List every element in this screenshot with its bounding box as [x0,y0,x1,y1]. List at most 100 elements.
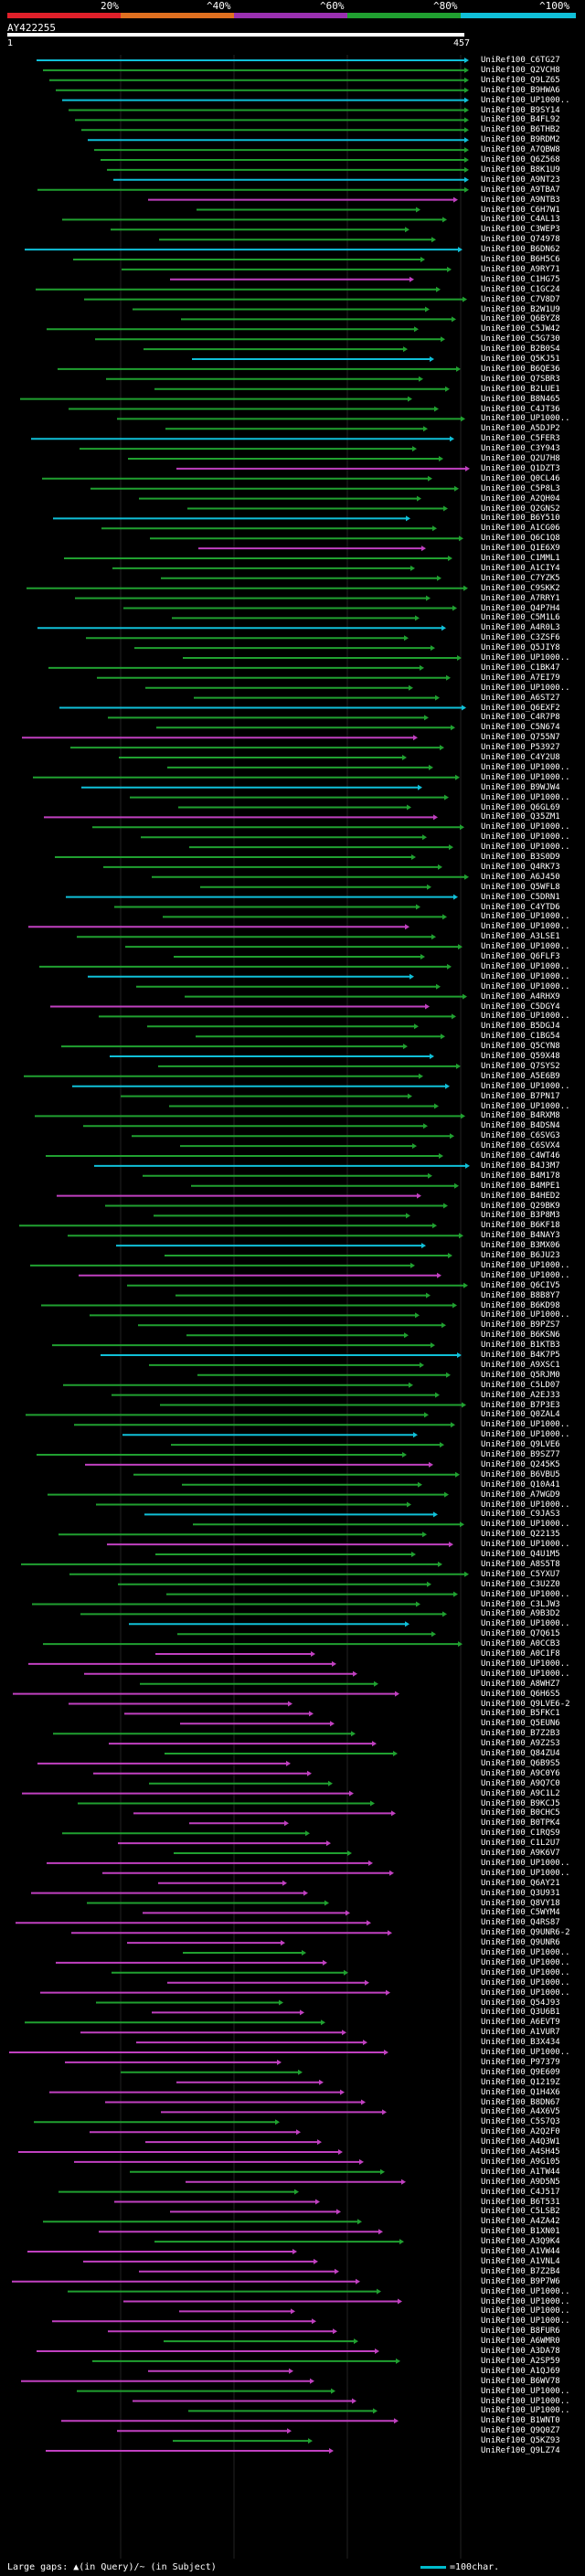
hit-label[interactable]: UniRef100_A6EVT9 [481,2018,560,2028]
hit-label[interactable]: UniRef100_UP1000.. [481,942,570,952]
hit-label[interactable]: UniRef100_B2B0S4 [481,345,560,355]
hit-label[interactable]: UniRef100_B9WJW4 [481,782,560,792]
hit-label[interactable]: UniRef100_Q3U6B1 [481,2008,560,2018]
hit-label[interactable]: UniRef100_B1KTB3 [481,1341,560,1351]
hit-label[interactable]: UniRef100_A8WHZ7 [481,1679,560,1689]
hit-label[interactable]: UniRef100_B6JU23 [481,1251,560,1260]
hit-label[interactable]: UniRef100_A4ZA42 [481,2217,560,2227]
hit-label[interactable]: UniRef100_UP1000.. [481,1948,570,1957]
hit-label[interactable]: UniRef100_C5DRN1 [481,892,560,902]
hit-label[interactable]: UniRef100_B7PN17 [481,1091,560,1101]
hit-label[interactable]: UniRef100_A2SP59 [481,2356,560,2366]
hit-label[interactable]: UniRef100_C5DGY4 [481,1002,560,1012]
hit-label[interactable]: UniRef100_UP1000.. [481,1260,570,1270]
hit-label[interactable]: UniRef100_UP1000.. [481,1619,570,1629]
hit-label[interactable]: UniRef100_Q0CL46 [481,473,560,483]
hit-label[interactable]: UniRef100_C6H7W1 [481,205,560,215]
hit-label[interactable]: UniRef100_Q3U931 [481,1888,560,1898]
hit-label[interactable]: UniRef100_B3S0D9 [481,853,560,862]
hit-label[interactable]: UniRef100_C9JAS3 [481,1510,560,1520]
hit-label[interactable]: UniRef100_C5P8L3 [481,483,560,493]
hit-label[interactable]: UniRef100_B6DN62 [481,245,560,255]
hit-label[interactable]: UniRef100_A4Q3W1 [481,2137,560,2147]
hit-label[interactable]: UniRef100_B6Y510 [481,514,560,524]
hit-label[interactable]: UniRef100_Q22135 [481,1530,560,1540]
hit-label[interactable]: UniRef100_Q5EUN6 [481,1719,560,1729]
hit-label[interactable]: UniRef100_C6SVX4 [481,1141,560,1151]
hit-label[interactable]: UniRef100_UP1000.. [481,1420,570,1430]
hit-label[interactable]: UniRef100_Q755N7 [481,733,560,743]
hit-label[interactable]: UniRef100_C7YZK5 [481,573,560,583]
hit-label[interactable]: UniRef100_UP1000.. [481,2386,570,2396]
hit-label[interactable]: UniRef100_Q29BK9 [481,1201,560,1211]
hit-label[interactable]: UniRef100_Q7SYS2 [481,1061,560,1071]
hit-label[interactable]: UniRef100_C6SVG3 [481,1131,560,1141]
hit-label[interactable]: UniRef100_UP1000.. [481,1858,570,1868]
hit-label[interactable]: UniRef100_A6J450 [481,872,560,882]
hit-label[interactable]: UniRef100_B6KSN6 [481,1330,560,1341]
hit-label[interactable]: UniRef100_A9Q7C0 [481,1778,560,1788]
hit-label[interactable]: UniRef100_UP1000.. [481,1977,570,1988]
hit-label[interactable]: UniRef100_A9RY71 [481,264,560,274]
hit-label[interactable]: UniRef100_C4YTD6 [481,902,560,912]
hit-label[interactable]: UniRef100_Q6AY21 [481,1878,560,1888]
hit-label[interactable]: UniRef100_A3Q9K4 [481,2237,560,2247]
hit-label[interactable]: UniRef100_C1GC24 [481,284,560,294]
hit-label[interactable]: UniRef100_UP1000.. [481,2286,570,2296]
hit-label[interactable]: UniRef100_Q4RK73 [481,862,560,872]
hit-label[interactable]: UniRef100_B9HWA6 [481,85,560,95]
hit-label[interactable]: UniRef100_B1XN01 [481,2227,560,2237]
hit-label[interactable]: UniRef100_Q6FLF3 [481,952,560,961]
hit-label[interactable]: UniRef100_C1BG54 [481,1032,560,1042]
hit-label[interactable]: UniRef100_Q0ZAL4 [481,1410,560,1420]
hit-label[interactable]: UniRef100_B8FUR6 [481,2327,560,2337]
hit-label[interactable]: UniRef100_Q9LVE6-2 [481,1699,570,1709]
hit-label[interactable]: UniRef100_UP1000.. [481,961,570,971]
hit-label[interactable]: UniRef100_A9XSC1 [481,1360,560,1370]
hit-label[interactable]: UniRef100_C7V8D7 [481,294,560,304]
hit-label[interactable]: UniRef100_B9RDM2 [481,135,560,145]
hit-label[interactable]: UniRef100_A9NT23 [481,175,560,185]
hit-label[interactable]: UniRef100_Q2U7H8 [481,454,560,463]
hit-label[interactable]: UniRef100_Q5CYN8 [481,1042,560,1052]
hit-label[interactable]: UniRef100_Q6C1Q8 [481,534,560,544]
hit-label[interactable]: UniRef100_UP1000.. [481,2316,570,2327]
hit-label[interactable]: UniRef100_Q9LZ65 [481,75,560,85]
hit-label[interactable]: UniRef100_Q6Z568 [481,155,560,164]
hit-label[interactable]: UniRef100_A2QH04 [481,493,560,504]
hit-label[interactable]: UniRef100_Q10A41 [481,1479,560,1489]
hit-label[interactable]: UniRef100_B7Z2B3 [481,1729,560,1739]
hit-label[interactable]: UniRef100_Q8VY18 [481,1898,560,1908]
hit-label[interactable]: UniRef100_Q9E609 [481,2067,560,2077]
hit-label[interactable]: UniRef100_UP1000.. [481,2306,570,2316]
hit-label[interactable]: UniRef100_UP1000.. [481,971,570,981]
hit-label[interactable]: UniRef100_C3U2Z0 [481,1579,560,1589]
hit-label[interactable]: UniRef100_Q6B9S5 [481,1758,560,1768]
hit-label[interactable]: UniRef100_B9SZ77 [481,1450,560,1459]
hit-label[interactable]: UniRef100_C5YXU7 [481,1569,560,1579]
hit-label[interactable]: UniRef100_B4MPE1 [481,1181,560,1191]
hit-label[interactable]: UniRef100_UP1000.. [481,1988,570,1998]
hit-label[interactable]: UniRef100_UP1000.. [481,772,570,782]
hit-label[interactable]: UniRef100_B4M178 [481,1171,560,1181]
hit-label[interactable]: UniRef100_B8DN67 [481,2097,560,2107]
hit-label[interactable]: UniRef100_Q4P7H4 [481,603,560,613]
hit-label[interactable]: UniRef100_Q1H4X6 [481,2087,560,2097]
hit-label[interactable]: UniRef100_B6QE36 [481,364,560,374]
hit-label[interactable]: UniRef100_C5G730 [481,334,560,345]
hit-label[interactable]: UniRef100_A1TW44 [481,2167,560,2177]
hit-label[interactable]: UniRef100_A4X6V5 [481,2107,560,2117]
hit-label[interactable]: UniRef100_Q1E6X9 [481,544,560,554]
hit-label[interactable]: UniRef100_A5DJP2 [481,424,560,434]
hit-label[interactable]: UniRef100_B6KF18 [481,1221,560,1231]
hit-label[interactable]: UniRef100_B8B8Y7 [481,1290,560,1300]
hit-label[interactable]: UniRef100_Q2VCH8 [481,65,560,75]
hit-label[interactable]: UniRef100_A9C1L2 [481,1788,560,1798]
hit-label[interactable]: UniRef100_A9K6V7 [481,1849,560,1858]
hit-label[interactable]: UniRef100_B2LUE1 [481,384,560,394]
hit-label[interactable]: UniRef100_B6KD98 [481,1300,560,1310]
hit-label[interactable]: UniRef100_C3ZSF6 [481,633,560,643]
hit-label[interactable]: UniRef100_C1MML1 [481,554,560,563]
hit-label[interactable]: UniRef100_B6H5C6 [481,255,560,264]
hit-label[interactable]: UniRef100_C3WEP3 [481,225,560,235]
